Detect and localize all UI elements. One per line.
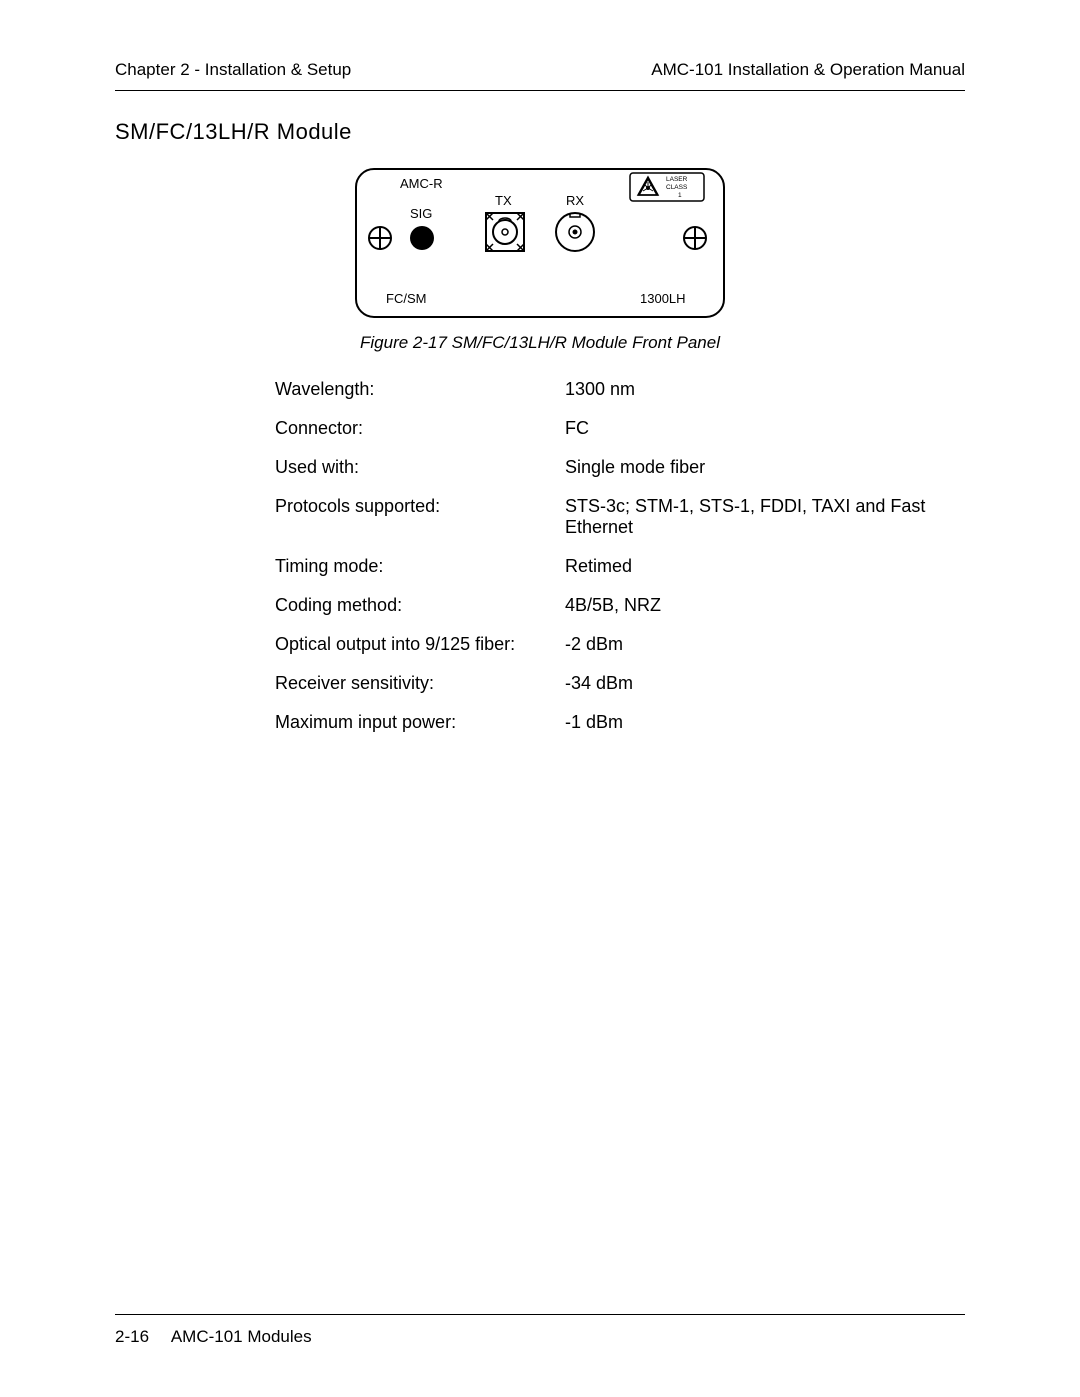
spec-value: Retimed <box>565 556 975 577</box>
screw-right-icon <box>684 227 706 249</box>
footer-title: AMC-101 Modules <box>171 1327 312 1346</box>
label-amcr: AMC-R <box>400 176 443 191</box>
spec-row: Used with: Single mode fiber <box>275 457 975 478</box>
spec-label: Timing mode: <box>275 556 565 577</box>
spec-value: 4B/5B, NRZ <box>565 595 975 616</box>
footer-rule <box>115 1314 965 1315</box>
header-rule <box>115 90 965 91</box>
spec-label: Connector: <box>275 418 565 439</box>
laser-class-label: LASER CLASS 1 <box>630 173 704 201</box>
spec-row: Maximum input power: -1 dBm <box>275 712 975 733</box>
spec-row: Receiver sensitivity: -34 dBm <box>275 673 975 694</box>
spec-row: Coding method: 4B/5B, NRZ <box>275 595 975 616</box>
spec-label: Receiver sensitivity: <box>275 673 565 694</box>
page-header: Chapter 2 - Installation & Setup AMC-101… <box>115 60 965 90</box>
spec-row: Protocols supported: STS-3c; STM-1, STS-… <box>275 496 975 538</box>
laser-line3: 1 <box>678 192 682 199</box>
footer-page-number: 2-16 <box>115 1327 149 1347</box>
spec-value: STS-3c; STM-1, STS-1, FDDI, TAXI and Fas… <box>565 496 975 538</box>
spec-value: FC <box>565 418 975 439</box>
spec-value: -2 dBm <box>565 634 975 655</box>
page-footer: 2-16 AMC-101 Modules <box>115 1314 965 1347</box>
label-fcsm: FC/SM <box>386 291 426 306</box>
spec-label: Protocols supported: <box>275 496 565 517</box>
spec-value: -1 dBm <box>565 712 975 733</box>
screw-left-icon <box>369 227 391 249</box>
spec-row: Timing mode: Retimed <box>275 556 975 577</box>
label-1300lh: 1300LH <box>640 291 686 306</box>
spec-label: Optical output into 9/125 fiber: <box>275 634 565 655</box>
laser-line1: LASER <box>666 176 688 183</box>
spec-label: Wavelength: <box>275 379 565 400</box>
spec-value: Single mode fiber <box>565 457 975 478</box>
spec-value: 1300 nm <box>565 379 975 400</box>
spec-value: -34 dBm <box>565 673 975 694</box>
rx-connector-icon <box>556 213 594 251</box>
header-right: AMC-101 Installation & Operation Manual <box>651 60 965 80</box>
spec-table: Wavelength: 1300 nm Connector: FC Used w… <box>275 379 975 733</box>
laser-line2: CLASS <box>666 184 688 191</box>
section-title: SM/FC/13LH/R Module <box>115 119 965 145</box>
panel-figure: AMC-R SIG TX <box>115 163 965 323</box>
label-rx: RX <box>566 193 584 208</box>
spec-label: Coding method: <box>275 595 565 616</box>
figure-caption: Figure 2-17 SM/FC/13LH/R Module Front Pa… <box>115 333 965 353</box>
footer-text: 2-16 AMC-101 Modules <box>115 1327 965 1347</box>
sig-led-icon <box>410 226 434 250</box>
label-tx: TX <box>495 193 512 208</box>
spec-row: Optical output into 9/125 fiber: -2 dBm <box>275 634 975 655</box>
tx-connector-icon <box>486 213 524 251</box>
spec-row: Wavelength: 1300 nm <box>275 379 975 400</box>
spec-label: Used with: <box>275 457 565 478</box>
page: Chapter 2 - Installation & Setup AMC-101… <box>0 0 1080 1397</box>
label-sig: SIG <box>410 206 432 221</box>
module-front-panel-diagram: AMC-R SIG TX <box>350 163 730 323</box>
header-left: Chapter 2 - Installation & Setup <box>115 60 351 80</box>
spec-label: Maximum input power: <box>275 712 565 733</box>
spec-row: Connector: FC <box>275 418 975 439</box>
